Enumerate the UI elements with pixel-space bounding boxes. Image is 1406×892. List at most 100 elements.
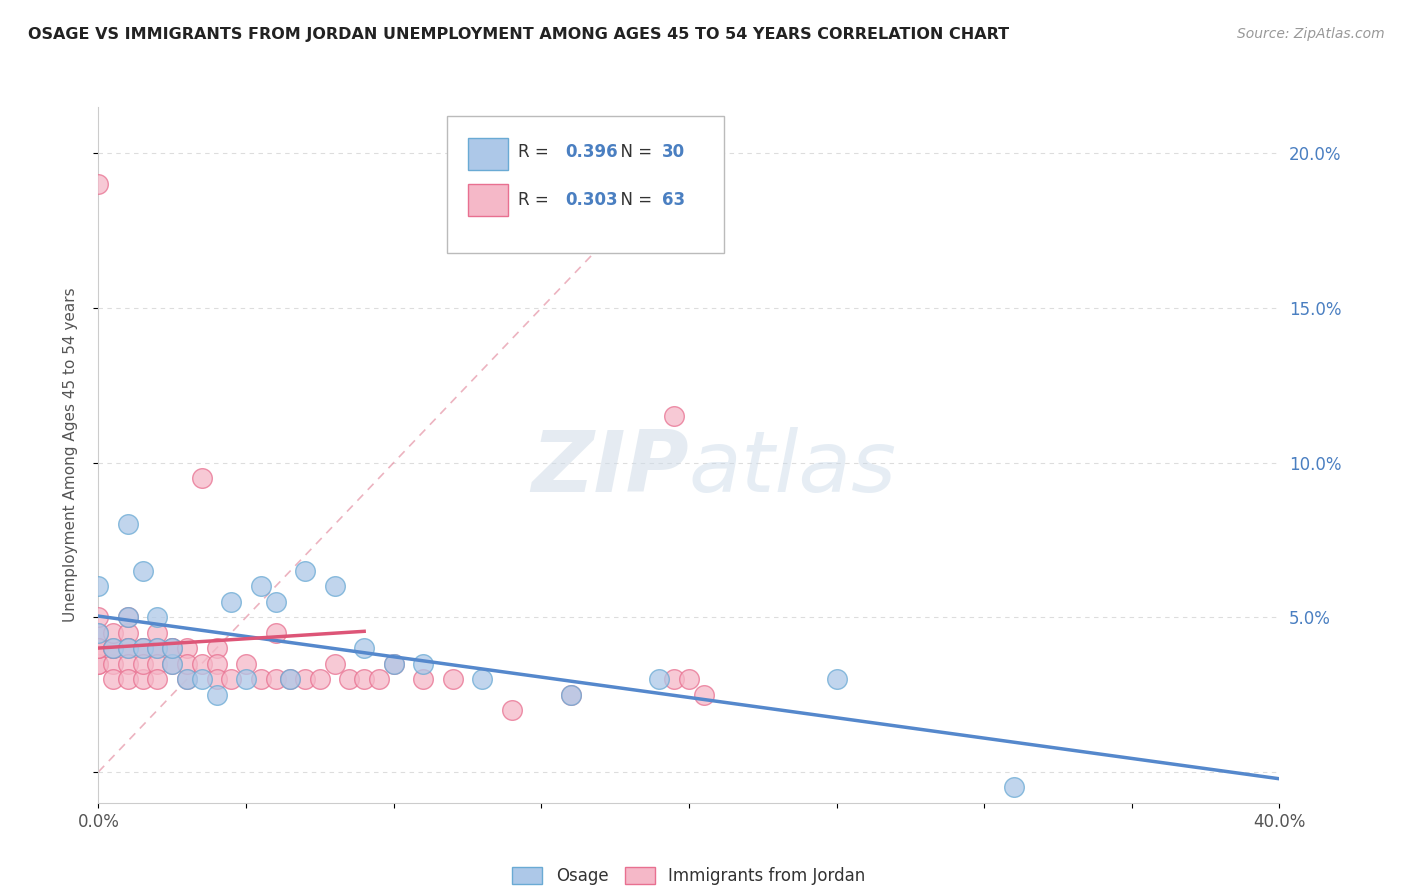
Point (412, 672, 434, 686)
Point (693, 688, 716, 702)
Text: 30: 30 (662, 144, 685, 161)
FancyBboxPatch shape (447, 116, 724, 253)
Point (87, 641, 110, 656)
Point (560, 688, 582, 702)
Text: 0.396: 0.396 (565, 144, 617, 161)
Point (382, 657, 405, 671)
Point (560, 688, 582, 702)
Point (146, 641, 169, 656)
Point (176, 641, 198, 656)
Point (117, 610, 139, 624)
Point (605, 146, 627, 161)
Text: N =: N = (610, 191, 657, 209)
Point (278, 672, 302, 686)
Point (294, 672, 316, 686)
Point (664, 672, 686, 686)
Point (117, 641, 139, 656)
Point (664, 409, 686, 424)
Point (205, 657, 228, 671)
Text: N =: N = (610, 144, 657, 161)
Text: atlas: atlas (689, 427, 897, 510)
Point (103, 672, 125, 686)
Point (278, 672, 302, 686)
Text: R =: R = (517, 144, 554, 161)
Point (87, 625, 110, 640)
Point (162, 641, 183, 656)
Point (103, 657, 125, 671)
Point (146, 672, 169, 686)
Point (205, 672, 228, 686)
Point (191, 657, 214, 671)
Point (87, 178, 110, 192)
Point (117, 610, 139, 624)
Point (87, 625, 110, 640)
Point (146, 641, 169, 656)
Point (235, 657, 257, 671)
Point (294, 564, 316, 578)
Point (87, 641, 110, 656)
Point (132, 641, 155, 656)
Point (250, 579, 273, 593)
Y-axis label: Unemployment Among Ages 45 to 54 years: Unemployment Among Ages 45 to 54 years (63, 287, 77, 623)
Point (132, 564, 155, 578)
Point (103, 625, 125, 640)
Point (117, 641, 139, 656)
Point (132, 672, 155, 686)
Point (117, 625, 139, 640)
Point (117, 517, 139, 532)
Point (1002, 780, 1025, 795)
Point (323, 579, 346, 593)
Point (219, 672, 242, 686)
Point (501, 703, 523, 717)
Point (471, 672, 494, 686)
Point (309, 672, 332, 686)
Point (146, 625, 169, 640)
Point (117, 657, 139, 671)
Point (219, 595, 242, 609)
Point (162, 641, 183, 656)
Point (176, 672, 198, 686)
Point (339, 672, 360, 686)
Point (162, 641, 183, 656)
FancyBboxPatch shape (468, 185, 508, 216)
Point (162, 657, 183, 671)
Text: R =: R = (517, 191, 554, 209)
Point (353, 641, 375, 656)
Text: 0.303: 0.303 (565, 191, 617, 209)
Point (412, 657, 434, 671)
Point (264, 625, 287, 640)
Point (103, 641, 125, 656)
Point (87, 610, 110, 624)
Point (678, 672, 700, 686)
Point (648, 672, 671, 686)
Point (162, 657, 183, 671)
Point (382, 657, 405, 671)
Point (176, 672, 198, 686)
Point (250, 672, 273, 686)
Point (103, 641, 125, 656)
Point (87, 641, 110, 656)
Point (264, 595, 287, 609)
Point (87, 579, 110, 593)
Point (146, 641, 169, 656)
Point (132, 641, 155, 656)
Point (87, 641, 110, 656)
Point (117, 672, 139, 686)
Point (205, 641, 228, 656)
Point (191, 471, 214, 485)
Point (132, 657, 155, 671)
Point (117, 641, 139, 656)
Point (368, 672, 391, 686)
Point (132, 641, 155, 656)
Point (103, 641, 125, 656)
Point (323, 657, 346, 671)
Point (205, 688, 228, 702)
Point (146, 657, 169, 671)
Text: Source: ZipAtlas.com: Source: ZipAtlas.com (1237, 27, 1385, 41)
Point (264, 672, 287, 686)
Point (87, 625, 110, 640)
Point (353, 672, 375, 686)
Point (87, 657, 110, 671)
Text: 63: 63 (662, 191, 685, 209)
Text: OSAGE VS IMMIGRANTS FROM JORDAN UNEMPLOYMENT AMONG AGES 45 TO 54 YEARS CORRELATI: OSAGE VS IMMIGRANTS FROM JORDAN UNEMPLOY… (28, 27, 1010, 42)
